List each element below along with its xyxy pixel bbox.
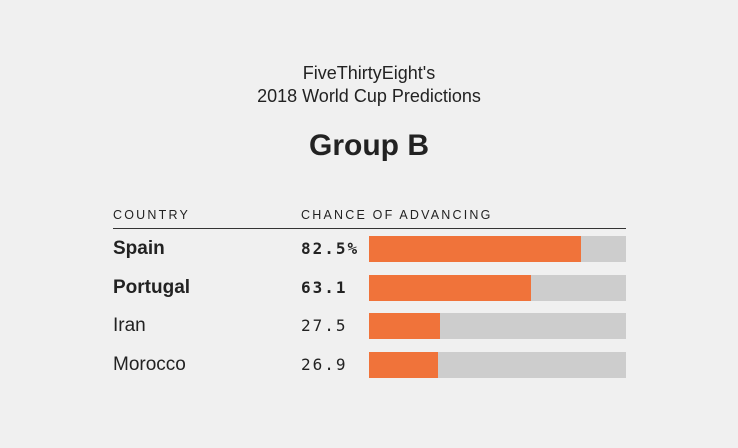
value-label: 63.1 [301,278,348,297]
bar [369,352,439,378]
country-label: Portugal [113,277,191,298]
subtitle-line-2: 2018 World Cup Predictions [257,86,481,106]
subtitle-line-1: FiveThirtyEight's [302,63,436,83]
bar-track [369,275,626,301]
chart-row: Portugal 63.1 [0,275,738,301]
country-label: Spain [113,238,165,259]
value-label: 82.5% [301,239,360,258]
bar-track [369,236,626,262]
chart-subtitle: FiveThirtyEight's 2018 World Cup Predict… [0,62,738,108]
chance-column-header: CHANCE OF ADVANCING [301,208,493,222]
country-label: Iran [113,315,146,336]
chart-row: Morocco 26.9 [0,352,738,378]
bar [369,275,532,301]
chart-row: Iran 27.5 [0,313,738,339]
group-title: Group B [309,129,429,162]
country-column-header: COUNTRY [113,208,190,222]
bar-track [369,352,626,378]
header-divider [113,228,626,229]
chart-row: Spain 82.5% [0,236,738,262]
bar [369,313,440,339]
bar-track [369,313,626,339]
value-label: 26.9 [301,355,348,374]
value-label: 27.5 [301,316,348,335]
country-label: Morocco [113,354,186,375]
bar [369,236,582,262]
